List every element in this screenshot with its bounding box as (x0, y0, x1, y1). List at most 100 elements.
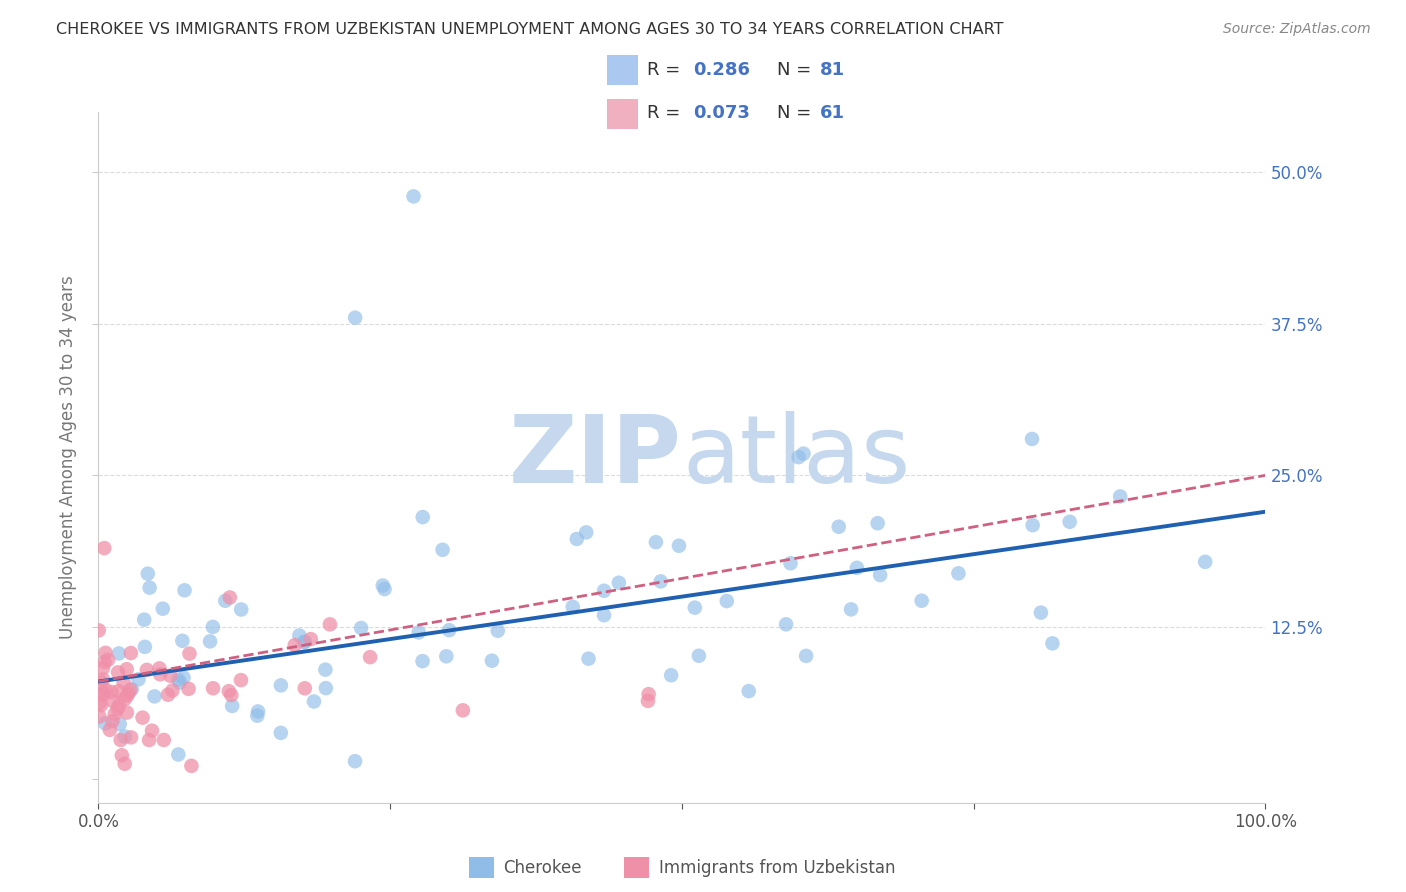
Point (221, 688, 243, 702)
Point (284, 638, 307, 652)
Point (344, 310, 367, 325)
Point (179, 647, 201, 661)
Text: 81: 81 (820, 61, 845, 78)
Point (138, 733, 160, 747)
Point (115, 689, 138, 703)
Point (101, 714, 124, 728)
Point (107, 665, 129, 680)
Point (112, 675, 135, 690)
Point (136, 566, 159, 581)
Point (103, 694, 125, 708)
Point (839, 602, 862, 616)
Text: 0.286: 0.286 (693, 61, 751, 78)
Point (683, 600, 706, 615)
Point (299, 632, 322, 646)
Point (138, 581, 160, 595)
Point (159, 669, 181, 683)
Point (198, 634, 221, 648)
Point (270, 678, 292, 692)
Point (948, 566, 970, 581)
Point (1021, 518, 1043, 533)
Point (716, 594, 738, 608)
Point (659, 668, 682, 682)
Point (451, 703, 474, 717)
Point (89, 709, 111, 723)
Point (792, 447, 814, 461)
Point (218, 684, 240, 698)
Point (201, 620, 224, 634)
Point (93, 541, 115, 555)
Point (578, 651, 600, 665)
Point (1021, 432, 1043, 446)
Legend: Cherokee, Immigrants from Uzbekistan: Cherokee, Immigrants from Uzbekistan (463, 851, 901, 884)
Point (1042, 636, 1064, 650)
Point (127, 673, 149, 687)
Point (1194, 555, 1216, 569)
Point (575, 525, 598, 540)
Point (162, 683, 184, 698)
Point (314, 663, 336, 677)
Point (845, 561, 868, 575)
Text: CHEROKEE VS IMMIGRANTS FROM UZBEKISTAN UNEMPLOYMENT AMONG AGES 30 TO 34 YEARS CO: CHEROKEE VS IMMIGRANTS FROM UZBEKISTAN U… (56, 22, 1004, 37)
Point (143, 690, 166, 704)
Point (91, 688, 114, 702)
Point (172, 633, 194, 648)
Point (644, 535, 666, 549)
Point (668, 539, 690, 553)
Point (434, 649, 457, 664)
Point (169, 675, 191, 690)
Point (565, 532, 588, 546)
Point (302, 694, 325, 708)
Point (131, 711, 153, 725)
Point (637, 687, 659, 701)
Text: 0.073: 0.073 (693, 104, 751, 122)
Point (156, 688, 179, 702)
Point (173, 671, 195, 685)
Point (911, 593, 934, 607)
Point (775, 617, 797, 632)
Point (359, 650, 381, 665)
Point (593, 583, 616, 598)
Point (89, 696, 111, 710)
Point (294, 681, 316, 696)
Text: R =: R = (647, 61, 686, 78)
Point (1059, 515, 1081, 529)
Point (371, 578, 394, 592)
Point (117, 686, 139, 700)
Point (114, 756, 136, 771)
Point (637, 694, 659, 708)
Text: atlas: atlas (682, 411, 910, 503)
Point (115, 662, 138, 676)
Point (177, 681, 200, 696)
Point (94, 716, 117, 731)
Point (202, 681, 225, 696)
Point (141, 723, 163, 738)
Point (120, 731, 142, 745)
Text: ZIP: ZIP (509, 411, 682, 503)
Point (91, 661, 114, 675)
Point (402, 189, 425, 203)
Point (218, 591, 240, 605)
Bar (607, 99, 638, 129)
Point (292, 635, 315, 649)
Point (100, 685, 122, 699)
Point (828, 519, 851, 533)
Point (152, 601, 174, 615)
Point (94, 646, 117, 660)
Point (315, 681, 337, 695)
Point (108, 717, 131, 731)
Point (114, 730, 136, 744)
Point (148, 661, 170, 675)
Point (344, 754, 367, 768)
Point (866, 516, 889, 531)
Point (90, 675, 112, 690)
Point (374, 582, 396, 596)
Point (107, 684, 129, 698)
Point (787, 450, 810, 465)
Point (688, 648, 710, 663)
Point (1029, 606, 1052, 620)
Point (107, 701, 129, 715)
Point (869, 568, 891, 582)
Point (1109, 490, 1132, 504)
Point (167, 673, 190, 687)
